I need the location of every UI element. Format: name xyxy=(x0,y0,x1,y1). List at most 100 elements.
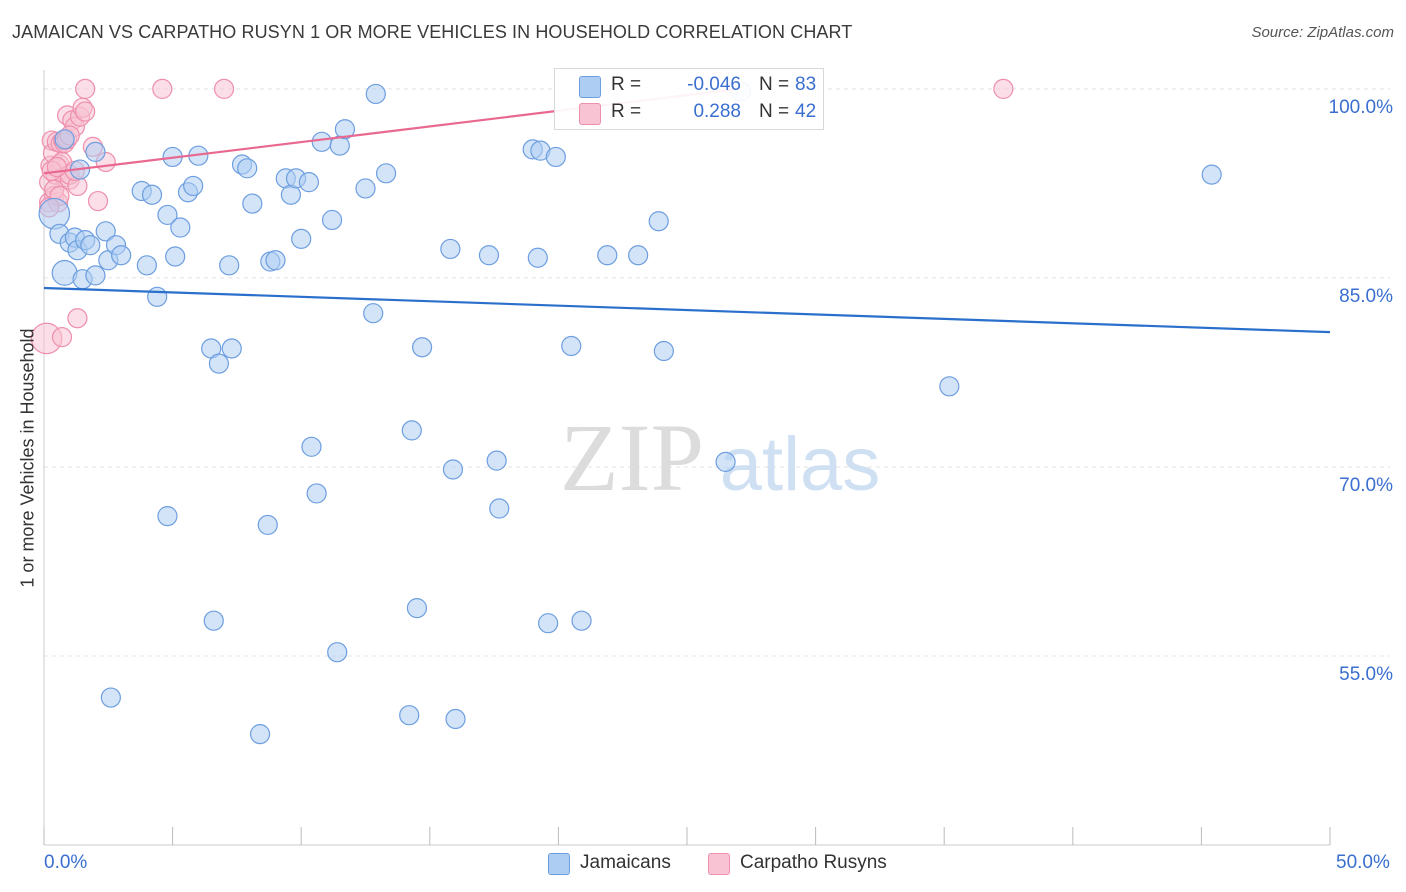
jamaican-point xyxy=(183,175,204,197)
chart-title: JAMAICAN VS CARPATHO RUSYN 1 OR MORE VEH… xyxy=(12,22,853,42)
jamaican-point xyxy=(95,221,116,242)
jamaican-point xyxy=(561,335,582,357)
source-label: Source: ZipAtlas.com xyxy=(1251,24,1394,41)
jamaican-points xyxy=(38,81,1222,745)
jamaican-point xyxy=(545,146,566,168)
jamaican-point xyxy=(147,286,168,307)
grid-layer xyxy=(44,88,1390,657)
jamaican-point xyxy=(538,613,559,634)
legend-r-label: R = xyxy=(611,74,642,95)
jamaican-point xyxy=(257,514,278,536)
jamaican-point xyxy=(401,420,422,441)
legend-label-jamaicans: Jamaicans xyxy=(580,852,671,873)
stats-legend: R = -0.046 N = 83 R = 0.288 N = 42 xyxy=(554,68,824,130)
jamaican-point xyxy=(411,337,433,358)
legend-swatch-blue xyxy=(548,853,570,875)
jamaican-point xyxy=(85,265,106,286)
jamaican-point xyxy=(170,217,191,238)
jamaican-point xyxy=(628,245,649,266)
carpatho-rusyn-point xyxy=(87,190,109,212)
jamaican-point xyxy=(38,197,71,230)
jamaican-point xyxy=(327,642,348,663)
y-tick-label: 55.0% xyxy=(1339,664,1393,685)
series-legend: Jamaicans Carpatho Rusyns xyxy=(0,852,1406,878)
y-axis-label: 1 or more Vehicles in Household xyxy=(17,328,38,588)
jamaican-point xyxy=(219,255,240,276)
watermark-atlas: atlas xyxy=(720,422,881,507)
carpatho-rusyn-point xyxy=(993,78,1014,100)
jamaican-point xyxy=(157,505,178,527)
watermark: ZIP atlas xyxy=(560,404,880,511)
jamaican-point xyxy=(489,498,510,519)
carpatho-rusyn-point xyxy=(67,308,88,329)
jamaican-point xyxy=(141,184,163,205)
legend-label-carpatho-rusyns: Carpatho Rusyns xyxy=(740,852,887,873)
carpatho-rusyn-point xyxy=(75,78,96,100)
jamaican-point xyxy=(365,83,386,105)
jamaican-point xyxy=(311,131,332,152)
jamaican-point xyxy=(265,250,286,271)
jamaican-point xyxy=(298,172,320,193)
x-tick-label-max: 50.0% xyxy=(1336,852,1390,873)
jamaican-point xyxy=(321,209,343,231)
jamaican-trend-line xyxy=(43,286,1331,334)
jamaican-point xyxy=(237,158,258,179)
legend-swatch-pink xyxy=(708,853,730,875)
jamaican-point xyxy=(334,119,356,140)
jamaican-point xyxy=(597,245,618,266)
jamaican-point xyxy=(136,255,157,276)
legend-n-value: 42 xyxy=(795,101,817,122)
jamaican-point xyxy=(85,141,106,163)
jamaican-point xyxy=(375,163,397,184)
y-tick-label: 70.0% xyxy=(1339,475,1393,496)
y-tick-label: 100.0% xyxy=(1329,97,1394,118)
jamaican-point xyxy=(54,129,75,150)
legend-swatch-blue xyxy=(579,76,601,98)
jamaican-point xyxy=(939,376,960,397)
jamaican-point xyxy=(648,211,669,232)
legend-r-value: 0.288 xyxy=(693,101,741,122)
jamaican-point xyxy=(100,687,121,708)
jamaican-point xyxy=(486,450,507,471)
jamaican-point xyxy=(157,204,178,226)
jamaican-point xyxy=(399,705,420,726)
jamaican-point xyxy=(306,483,327,504)
jamaican-point xyxy=(165,246,186,267)
legend-r-value: -0.046 xyxy=(687,74,741,95)
jamaican-point xyxy=(208,353,229,374)
jamaican-point xyxy=(355,178,376,199)
carpatho-rusyn-point xyxy=(51,327,73,348)
legend-n-label: N = xyxy=(759,101,790,122)
carpatho-rusyn-point xyxy=(75,101,96,122)
jamaican-point xyxy=(203,610,224,631)
jamaican-point xyxy=(442,459,464,480)
jamaican-point xyxy=(571,610,592,631)
carpatho-rusyn-point xyxy=(213,78,235,100)
jamaican-point xyxy=(478,245,500,266)
y-tick-label: 85.0% xyxy=(1339,286,1393,307)
jamaican-point xyxy=(221,338,242,359)
x-tick-label-min: 0.0% xyxy=(44,852,88,873)
jamaican-point xyxy=(242,193,263,214)
legend-n-label: N = xyxy=(759,74,790,95)
jamaican-point xyxy=(111,245,132,266)
jamaican-point xyxy=(1201,164,1222,185)
jamaican-point xyxy=(363,303,384,324)
watermark-zip: ZIP xyxy=(560,404,704,511)
jamaican-point xyxy=(445,708,466,730)
y-tick-labels: 55.0% 70.0% 85.0% 100.0% xyxy=(1329,97,1394,685)
jamaican-point xyxy=(715,451,736,473)
jamaican-point xyxy=(440,238,461,260)
carpatho-rusyn-points xyxy=(30,78,1014,355)
jamaican-point xyxy=(249,724,271,745)
jamaican-point xyxy=(291,228,312,249)
jamaican-point xyxy=(653,340,674,362)
legend-n-value: 83 xyxy=(795,74,817,95)
jamaican-point xyxy=(527,247,548,268)
jamaican-point xyxy=(80,235,101,256)
jamaican-point xyxy=(301,436,322,457)
legend-swatch-pink xyxy=(579,103,601,125)
jamaican-point xyxy=(406,597,428,619)
legend-r-label: R = xyxy=(611,101,642,122)
